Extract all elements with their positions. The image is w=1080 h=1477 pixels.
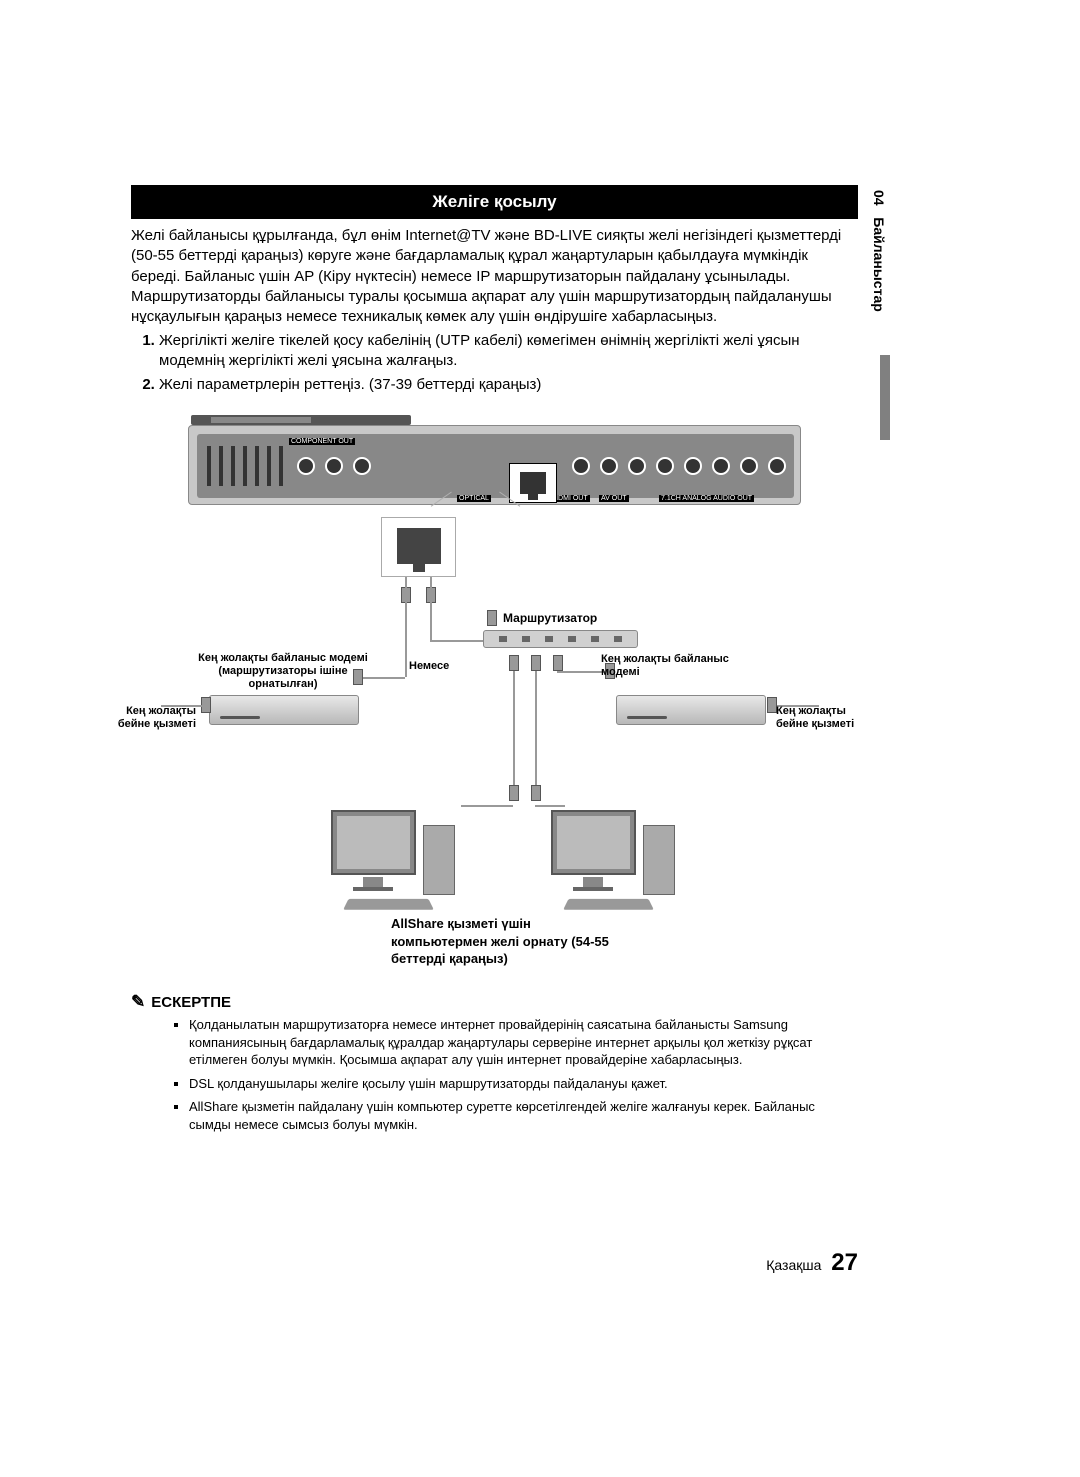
analog-ports [572,457,786,475]
allshare-label: AllShare қызметі үшін компьютермен желі … [391,915,621,968]
page-number: 27 [831,1249,858,1276]
component-ports [297,457,371,475]
or-label: Немесе [409,660,449,673]
modem-device [616,695,766,725]
side-gray-tab [880,355,890,440]
steps-list: Жергілікті желіге тікелей қосу кабелінің… [131,331,858,398]
pc-device [551,810,681,905]
note-heading: ✎ ЕСКЕРТПЕ [131,992,231,1012]
page-title: Желіге қосылу [131,185,858,219]
note-title-text: ЕСКЕРТПЕ [151,994,231,1011]
label-analog: 7.1CH ANALOG AUDIO OUT [659,495,754,502]
footer-lang: Қазақша [766,1257,821,1273]
service-right-label: Кең жолақты бейне қызметі [776,705,856,731]
intro-text: Желі байланысы құрылғанда, бұл өнім Inte… [131,226,858,327]
step-2: Желі параметрлерін реттеңіз. (37-39 бетт… [159,375,858,395]
service-left-label: Кең жолақты бейне қызметі [116,705,196,731]
modem-router-device [209,695,359,725]
router-label: Маршрутизатор [503,611,597,625]
side-chapter: 04 Байланыстар [871,190,887,312]
modem-router-label: Кең жолақты байланыс модемі (маршрутизат… [183,652,383,692]
note-item: AllShare қызметін пайдалану үшін компьют… [189,1098,858,1133]
lan-port-zoom [381,517,456,577]
cable [405,577,407,677]
modem-label: Кең жолақты байланыс модемі [601,653,741,679]
cable [430,640,490,642]
chapter-num: 04 [871,190,887,206]
device-back-panel: COMPONENT OUT OPTICAL LAN HDMI OUT AV OU… [188,425,801,505]
device-top-view [191,415,411,425]
page-footer: Қазақша 27 [131,1249,858,1277]
panel-back [197,434,794,498]
connector-icon [487,610,497,626]
label-optical: OPTICAL [457,495,491,502]
note-icon: ✎ [131,992,145,1012]
chapter-title: Байланыстар [871,217,887,312]
network-diagram: COMPONENT OUT OPTICAL LAN HDMI OUT AV OU… [131,415,858,970]
label-avout: AV OUT [599,495,629,502]
cable [430,577,432,642]
label-component: COMPONENT OUT [289,438,355,445]
notes-list: Қолданылатын маршрутизаторға немесе инте… [175,1016,858,1139]
note-item: Қолданылатын маршрутизаторға немесе инте… [189,1016,858,1069]
pc-device [331,810,461,905]
step-1: Жергілікті желіге тікелей қосу кабелінің… [159,331,858,372]
page-root: 04 Байланыстар Желіге қосылу Желі байлан… [0,0,1080,1477]
router-device [483,630,638,648]
note-item: DSL қолданушылары желіге қосылу үшін мар… [189,1075,858,1093]
lan-port-highlight [509,463,557,503]
